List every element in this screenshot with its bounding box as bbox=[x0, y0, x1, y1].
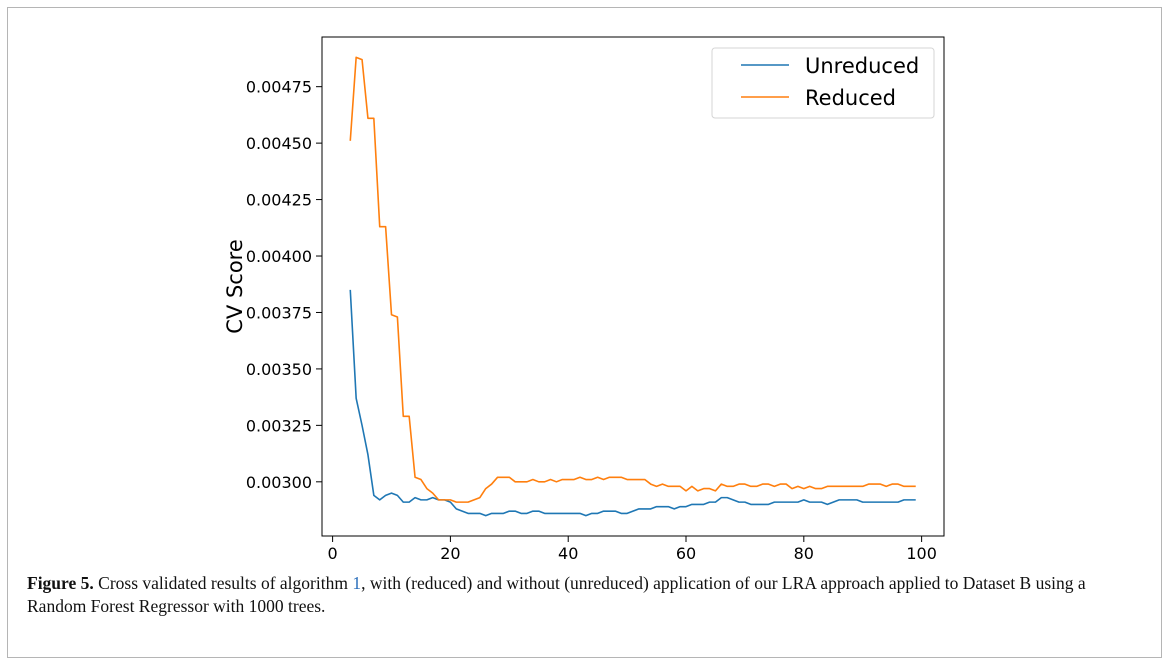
x-tick-label: 80 bbox=[794, 544, 814, 563]
caption-text: Cross validated results of algorithm bbox=[98, 573, 348, 593]
y-tick-label: 0.00350 bbox=[246, 360, 312, 379]
y-tick-label: 0.00450 bbox=[246, 134, 312, 153]
figure-frame bbox=[7, 7, 1162, 658]
x-tick-label: 100 bbox=[906, 544, 937, 563]
legend-label: Reduced bbox=[805, 86, 896, 110]
series-line bbox=[349, 289, 916, 517]
x-axis-label: Number of features bbox=[531, 564, 736, 566]
y-tick-label: 0.00300 bbox=[246, 473, 312, 492]
x-tick-label: 0 bbox=[328, 544, 338, 563]
y-axis-label: CV Score bbox=[223, 239, 247, 334]
series-line bbox=[349, 56, 916, 503]
chart: 0.00300 0.00325 0.00350 0.00375 0.00400 0.004… bbox=[223, 36, 945, 566]
plot-frame bbox=[321, 36, 945, 537]
y-tick-label: 0.00400 bbox=[246, 247, 312, 266]
y-tick-label: 0.00425 bbox=[246, 191, 312, 210]
x-tick-label: 40 bbox=[558, 544, 578, 563]
x-tick-label: 20 bbox=[440, 544, 460, 563]
caption-text: , with (reduced) and without (unreduced)… bbox=[27, 573, 1086, 616]
y-tick-label: 0.00475 bbox=[246, 78, 312, 97]
caption: Figure 5. Cross validated results of alg… bbox=[27, 572, 1102, 618]
legend-label: Unreduced bbox=[805, 54, 919, 78]
caption-link[interactable]: 1 bbox=[352, 573, 362, 593]
caption-label: Figure 5. bbox=[27, 573, 94, 593]
y-tick-label: 0.00375 bbox=[246, 303, 312, 322]
y-tick-label: 0.00325 bbox=[246, 416, 312, 435]
x-tick-label: 60 bbox=[676, 544, 696, 563]
